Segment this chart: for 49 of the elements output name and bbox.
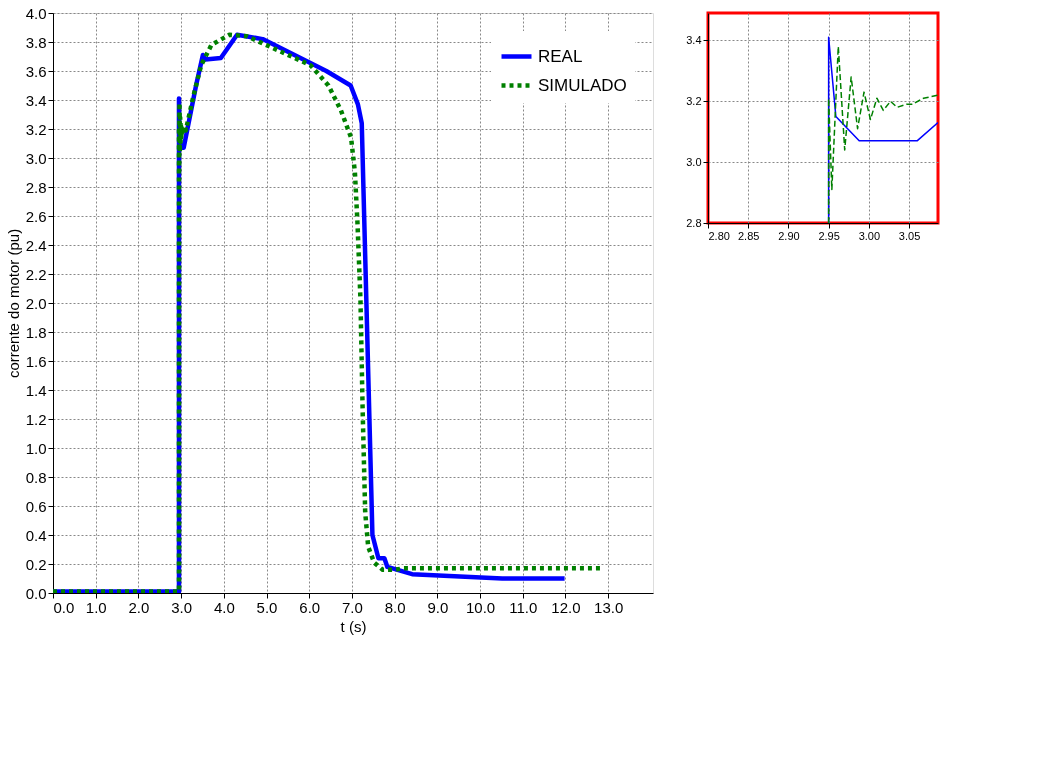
y-tick-label: 3.4 [25, 91, 47, 109]
y-axis-title: corrente do motor (pu) [4, 228, 22, 379]
y-tick-label: 0.4 [25, 526, 47, 544]
x-tick-label: 3.00 [858, 229, 881, 242]
legend-label: SIMULADO [538, 75, 627, 95]
x-tick-label: 6.0 [299, 598, 321, 616]
x-tick-label: 13.0 [594, 598, 624, 616]
x-tick-label: 2.85 [738, 229, 760, 242]
x-tick-label: 2.90 [778, 229, 800, 242]
x-tick-label: 12.0 [551, 598, 581, 616]
y-tick-label: 3.6 [25, 62, 47, 80]
y-tick-label: 2.2 [25, 265, 47, 283]
y-tick-label: 0.2 [25, 555, 47, 573]
y-tick-label: 3.2 [686, 94, 702, 107]
x-tick-label: 3.05 [898, 229, 921, 242]
y-tick-label: 1.2 [25, 410, 47, 428]
x-tick-label: 2.0 [128, 598, 150, 616]
legend-label: REAL [538, 46, 583, 66]
x-tick-label: 2.95 [818, 229, 840, 242]
y-tick-label: 0.8 [25, 468, 47, 486]
y-tick-label: 2.8 [25, 178, 47, 196]
y-tick-label: 2.8 [686, 216, 702, 229]
y-tick-label: 1.6 [25, 352, 47, 370]
x-tick-label: 4.0 [213, 598, 235, 616]
y-tick-label: 1.4 [25, 381, 47, 399]
y-tick-label: 1.8 [25, 323, 47, 341]
y-tick-label: 4.0 [25, 4, 47, 22]
y-tick-label: 2.4 [25, 236, 47, 254]
y-tick-label: 3.0 [25, 149, 47, 167]
x-tick-label: 9.0 [427, 598, 449, 616]
y-tick-label: 3.2 [25, 120, 47, 138]
x-tick-label: 0.0 [53, 598, 75, 616]
x-tick-label: 8.0 [384, 598, 406, 616]
y-tick-label: 0.6 [25, 497, 47, 515]
x-axis-title: t (s) [340, 617, 367, 635]
y-tick-label: 0.0 [25, 584, 47, 602]
x-tick-label: 5.0 [256, 598, 278, 616]
x-tick-label: 3.0 [171, 598, 193, 616]
y-tick-label: 2.6 [25, 207, 47, 225]
y-tick-label: 2.0 [25, 294, 47, 312]
y-tick-label: 3.8 [25, 33, 47, 51]
x-tick-label: 1.0 [85, 598, 107, 616]
y-tick-label: 3.4 [686, 33, 702, 46]
x-tick-label: 7.0 [342, 598, 363, 616]
x-tick-label: 11.0 [509, 598, 538, 616]
y-tick-label: 3.0 [686, 155, 702, 168]
x-tick-label: 10.0 [465, 598, 496, 616]
y-tick-label: 1.0 [25, 439, 47, 457]
x-tick-label: 2.80 [708, 229, 730, 242]
